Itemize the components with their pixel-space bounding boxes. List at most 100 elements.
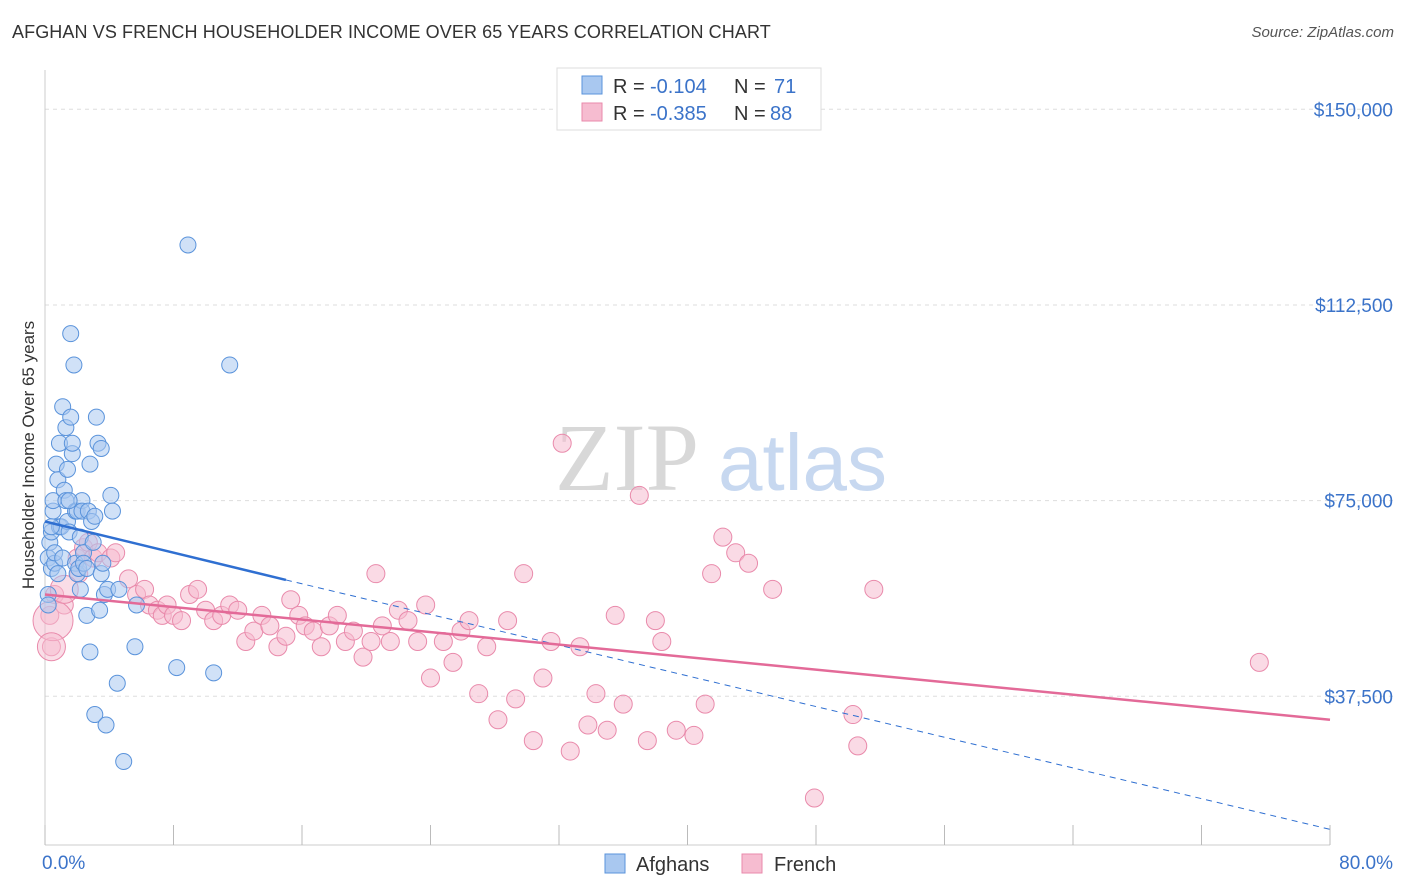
- watermark: ZIP atlas: [555, 404, 887, 511]
- french-point: [443, 652, 463, 672]
- afghans-point: [63, 434, 81, 452]
- french-point: [106, 543, 126, 563]
- french-point: [488, 710, 508, 730]
- legend-n-value: 71: [774, 76, 796, 98]
- afghans-point: [39, 596, 57, 614]
- legend-r-value: -0.385: [650, 103, 707, 125]
- legend-r-label: R =: [613, 103, 645, 125]
- legend-n-label: N =: [734, 103, 766, 125]
- legend-r-value: -0.104: [650, 76, 707, 98]
- french-point: [398, 611, 418, 631]
- french-point: [541, 632, 561, 652]
- french-point: [303, 621, 323, 641]
- french-point: [613, 694, 633, 714]
- french-point: [281, 590, 301, 610]
- afghans-point: [92, 439, 110, 457]
- french-point: [804, 788, 824, 808]
- afghans-point: [81, 643, 99, 661]
- afghans-point: [58, 460, 76, 478]
- french-point: [459, 611, 479, 631]
- legend-swatch-afghans: [581, 75, 603, 95]
- x-tick-label: 80.0%: [1339, 853, 1393, 874]
- french-point: [366, 564, 386, 584]
- french-point: [311, 637, 331, 657]
- french-point: [702, 564, 722, 584]
- y-tick-label: $150,000: [1314, 100, 1393, 121]
- french-point: [416, 595, 436, 615]
- legend-n-label: N =: [734, 76, 766, 98]
- french-point: [666, 720, 686, 740]
- french-point: [713, 527, 733, 547]
- x-tick-labels: 0.0% 80.0%: [42, 853, 1393, 874]
- french-point: [645, 611, 665, 631]
- afghans-point: [87, 408, 105, 426]
- afghans-point: [110, 580, 128, 598]
- french-point: [514, 564, 534, 584]
- afghans-point: [168, 659, 186, 677]
- french-point: [637, 731, 657, 751]
- afghans-point: [179, 236, 197, 254]
- bottom-legend-swatch-french: [741, 853, 763, 874]
- gridlines: [45, 108, 1395, 697]
- x-tick-label: 0.0%: [42, 853, 85, 874]
- french-point: [739, 553, 759, 573]
- afghans-series: [39, 236, 239, 771]
- french-point: [36, 632, 66, 662]
- french-point: [605, 605, 625, 625]
- legend: R = -0.104 N = 71 R = -0.385 N = 88: [556, 67, 822, 131]
- french-point: [597, 720, 617, 740]
- afghans-point: [97, 716, 115, 734]
- french-point: [380, 632, 400, 652]
- axes: [44, 70, 1331, 846]
- afghans-point: [221, 356, 239, 374]
- y-axis-label: Householder Income Over 65 years: [19, 321, 38, 589]
- afghans-trend-extension: [285, 579, 1331, 830]
- french-point: [343, 621, 363, 641]
- afghans-point: [102, 486, 120, 504]
- french-point: [276, 626, 296, 646]
- bottom-legend: Afghans French: [604, 853, 836, 876]
- watermark-atlas: atlas: [718, 418, 887, 507]
- afghans-point: [94, 554, 112, 572]
- french-point: [684, 725, 704, 745]
- watermark-zip: ZIP: [555, 404, 699, 511]
- afghans-point: [115, 753, 133, 771]
- y-tick-labels: $37,500 $75,000 $112,500 $150,000: [1314, 100, 1393, 708]
- chart-title: AFGHAN VS FRENCH HOUSEHOLDER INCOME OVER…: [12, 22, 771, 42]
- afghans-point: [71, 580, 89, 598]
- french-point: [652, 632, 672, 652]
- french-trend-line: [44, 593, 1331, 722]
- trend-lines: [44, 520, 1331, 830]
- afghans-point: [84, 533, 102, 551]
- french-series: [32, 433, 1269, 808]
- french-point: [695, 694, 715, 714]
- french-point: [560, 741, 580, 761]
- french-point: [843, 705, 863, 725]
- french-point: [361, 632, 381, 652]
- y-tick-label: $75,000: [1324, 492, 1393, 513]
- french-point: [533, 668, 553, 688]
- french-point: [726, 543, 746, 563]
- afghans-point: [49, 565, 67, 583]
- afghans-point: [86, 507, 104, 525]
- bottom-legend-swatch-afghans: [604, 853, 626, 874]
- french-point: [523, 731, 543, 751]
- afghans-point: [65, 356, 83, 374]
- french-point: [848, 736, 868, 756]
- french-point: [1249, 652, 1269, 672]
- y-tick-label: $37,500: [1324, 687, 1393, 708]
- legend-n-value: 88: [770, 103, 792, 125]
- afghans-point: [78, 559, 96, 577]
- afghans-point: [86, 706, 104, 724]
- french-point: [578, 715, 598, 735]
- french-point: [477, 637, 497, 657]
- afghans-point: [91, 601, 109, 619]
- french-point: [498, 611, 518, 631]
- french-point: [469, 684, 489, 704]
- afghans-point: [103, 502, 121, 520]
- bottom-legend-french: French: [774, 854, 836, 876]
- french-point: [172, 611, 192, 631]
- french-point: [408, 632, 428, 652]
- french-point: [506, 689, 526, 709]
